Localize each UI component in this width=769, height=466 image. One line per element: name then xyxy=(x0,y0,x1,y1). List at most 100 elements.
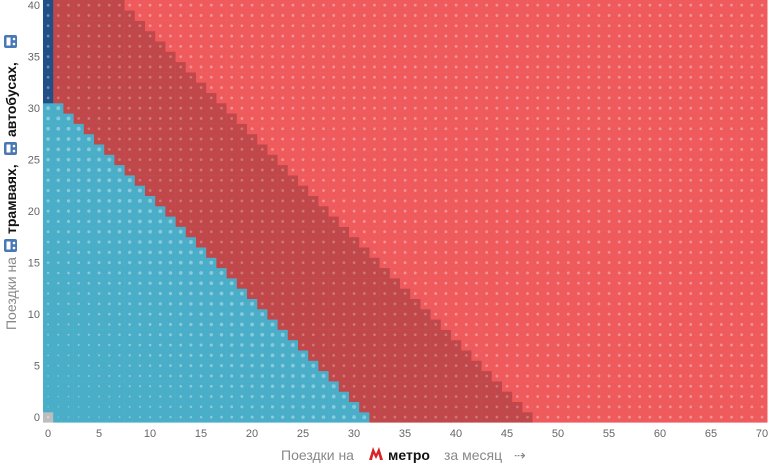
heatmap-cell-dot xyxy=(169,416,172,419)
heatmap-cell xyxy=(471,133,482,145)
heatmap-cell-dot xyxy=(281,147,285,151)
heatmap-cell-dot xyxy=(709,106,713,110)
heatmap-cell-dot xyxy=(536,199,540,203)
heatmap-cell xyxy=(308,309,319,320)
heatmap-cell xyxy=(175,319,187,330)
heatmap-cell-dot xyxy=(709,209,713,213)
heatmap-cell xyxy=(593,206,605,217)
heatmap-cell-dot xyxy=(668,86,672,89)
heatmap-cell-dot xyxy=(250,117,254,120)
heatmap-cell-dot xyxy=(566,250,570,254)
heatmap-cell xyxy=(675,82,686,93)
heatmap-cell-dot xyxy=(117,199,122,203)
heatmap-cell-dot xyxy=(250,106,254,110)
heatmap-cell-dot xyxy=(270,374,275,378)
heatmap-cell xyxy=(287,226,299,238)
heatmap-cell xyxy=(134,267,146,279)
heatmap-cell-dot xyxy=(311,220,315,223)
heatmap-cell-dot xyxy=(383,86,387,89)
heatmap-cell xyxy=(206,298,217,310)
heatmap-cell-dot xyxy=(403,271,407,275)
heatmap-cell-dot xyxy=(97,55,101,59)
heatmap-cell-dot xyxy=(229,291,234,296)
heatmap-cell xyxy=(614,257,625,269)
heatmap-cell-dot xyxy=(536,292,540,295)
heatmap-cell-dot xyxy=(434,75,438,79)
heatmap-cell xyxy=(471,144,482,155)
heatmap-cell-dot xyxy=(281,323,285,326)
heatmap-cell xyxy=(94,278,105,289)
heatmap-cell-dot xyxy=(648,86,652,89)
heatmap-cell-dot xyxy=(66,188,71,193)
heatmap-cell-dot xyxy=(209,117,213,120)
heatmap-cell-dot xyxy=(709,220,713,223)
heatmap-cell xyxy=(675,92,686,104)
heatmap-cell-dot xyxy=(434,127,438,131)
heatmap-cell-dot xyxy=(46,147,50,152)
heatmap-cell xyxy=(134,350,146,361)
heatmap-cell xyxy=(644,216,656,227)
heatmap-cell xyxy=(655,412,666,423)
heatmap-cell-dot xyxy=(352,96,356,100)
heatmap-cell-dot xyxy=(189,117,193,120)
heatmap-cell-dot xyxy=(230,261,234,265)
heatmap-cell xyxy=(145,216,156,227)
heatmap-cell-dot xyxy=(281,158,285,162)
heatmap-cell-dot xyxy=(322,261,325,265)
heatmap-cell-dot xyxy=(189,230,193,234)
heatmap-cell xyxy=(83,195,95,207)
heatmap-cell-dot xyxy=(495,302,499,306)
heatmap-cell xyxy=(471,216,482,227)
heatmap-cell xyxy=(563,72,574,83)
heatmap-cell-dot xyxy=(373,395,376,398)
heatmap-cell-dot xyxy=(128,240,132,244)
heatmap-cell xyxy=(196,360,207,372)
heatmap-cell xyxy=(298,216,309,227)
heatmap-cell-dot xyxy=(424,405,427,409)
heatmap-cell-dot xyxy=(199,199,203,203)
heatmap-cell xyxy=(124,329,136,341)
heatmap-cell-dot xyxy=(413,75,417,79)
heatmap-cell xyxy=(53,175,64,186)
heatmap-cell xyxy=(43,154,54,166)
heatmap-cell xyxy=(736,391,748,402)
heatmap-cell xyxy=(277,257,289,269)
heatmap-cell xyxy=(644,226,656,238)
heatmap-cell-dot xyxy=(658,250,662,254)
heatmap-cell xyxy=(94,51,105,63)
heatmap-cell xyxy=(695,309,707,320)
heatmap-cell-dot xyxy=(209,302,214,306)
heatmap-cell-dot xyxy=(475,137,478,141)
heatmap-cell-dot xyxy=(689,384,693,388)
heatmap-cell xyxy=(420,216,431,227)
heatmap-cell xyxy=(685,381,697,392)
heatmap-cell xyxy=(145,391,156,402)
heatmap-cell-dot xyxy=(617,189,621,192)
heatmap-cell-dot xyxy=(189,260,193,265)
heatmap-cell xyxy=(451,144,462,155)
heatmap-cell xyxy=(604,72,615,83)
heatmap-cell-dot xyxy=(699,333,703,337)
heatmap-cell xyxy=(124,72,136,83)
heatmap-cell-dot xyxy=(403,353,407,357)
heatmap-cell-dot xyxy=(485,86,489,89)
heatmap-cell-dot xyxy=(128,168,132,172)
heatmap-cell-dot xyxy=(587,395,591,398)
heatmap-cell-dot xyxy=(322,209,325,213)
heatmap-cell-dot xyxy=(617,178,621,182)
heatmap-cell xyxy=(420,309,431,320)
heatmap-cell-dot xyxy=(495,106,499,110)
heatmap-cell xyxy=(165,175,176,186)
heatmap-cell xyxy=(257,309,268,320)
heatmap-cell xyxy=(359,370,370,382)
heatmap-cell xyxy=(318,370,329,382)
heatmap-cell xyxy=(155,257,166,269)
heatmap-cell-dot xyxy=(77,344,80,347)
heatmap-cell-dot xyxy=(413,271,417,275)
heatmap-cell xyxy=(420,339,431,351)
heatmap-cell-dot xyxy=(342,230,346,234)
heatmap-cell xyxy=(134,123,146,135)
heatmap-cell xyxy=(746,350,758,361)
heatmap-cell xyxy=(328,309,340,320)
heatmap-cell xyxy=(338,370,350,382)
